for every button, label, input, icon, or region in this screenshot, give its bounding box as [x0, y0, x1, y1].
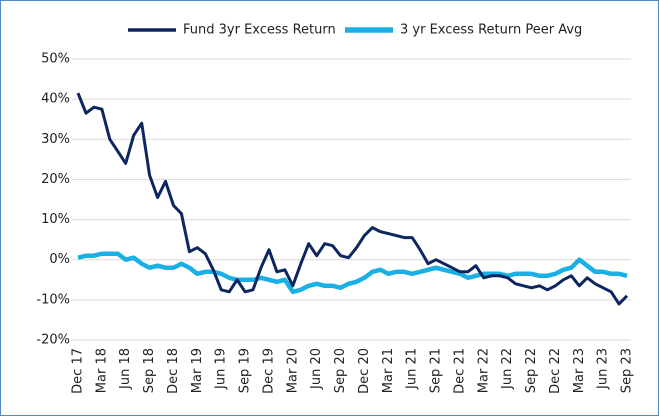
x-tick-label: Sep 23 — [620, 348, 635, 393]
legend-label: Fund 3yr Excess Return — [183, 23, 336, 38]
legend-label: 3 yr Excess Return Peer Avg — [400, 23, 582, 38]
x-tick-label: Mar 18 — [94, 348, 109, 393]
x-tick-label: Sep 19 — [238, 348, 253, 393]
x-tick-label: Jun 20 — [309, 348, 324, 390]
y-tick-label: -10% — [36, 292, 70, 307]
x-tick-label: Jun 23 — [596, 348, 611, 390]
x-tick-label: Dec 17 — [71, 348, 86, 394]
x-tick-label: Jun 22 — [500, 348, 515, 390]
x-tick-label: Mar 19 — [190, 348, 205, 393]
y-tick-label: 40% — [41, 92, 70, 107]
x-tick-label: Jun 21 — [405, 348, 420, 390]
x-tick-label: Dec 18 — [166, 348, 181, 394]
y-tick-label: 50% — [41, 52, 70, 67]
y-tick-label: 20% — [41, 172, 70, 187]
y-tick-label: 10% — [41, 212, 70, 227]
x-tick-label: Dec 20 — [357, 348, 372, 394]
x-tick-label: Sep 20 — [333, 348, 348, 393]
y-tick-label: 30% — [41, 132, 70, 147]
series-line — [77, 251, 628, 295]
x-tick-label: Mar 22 — [476, 348, 491, 393]
x-tick-label: Sep 18 — [142, 348, 157, 393]
x-tick-label: Jun 19 — [214, 348, 229, 390]
y-tick-label: 0% — [49, 252, 70, 267]
x-tick-label: Jun 18 — [118, 348, 133, 390]
x-tick-label: Dec 22 — [548, 348, 563, 394]
x-tick-label: Mar 23 — [572, 348, 587, 393]
x-tick-label: Mar 20 — [285, 348, 300, 393]
x-tick-label: Sep 21 — [429, 348, 444, 393]
x-tick-label: Sep 22 — [524, 348, 539, 393]
x-tick-label: Dec 19 — [261, 348, 276, 394]
x-tick-label: Dec 21 — [452, 348, 467, 394]
y-tick-label: -20% — [36, 333, 70, 348]
series-line — [76, 92, 629, 306]
x-tick-label: Mar 21 — [381, 348, 396, 393]
